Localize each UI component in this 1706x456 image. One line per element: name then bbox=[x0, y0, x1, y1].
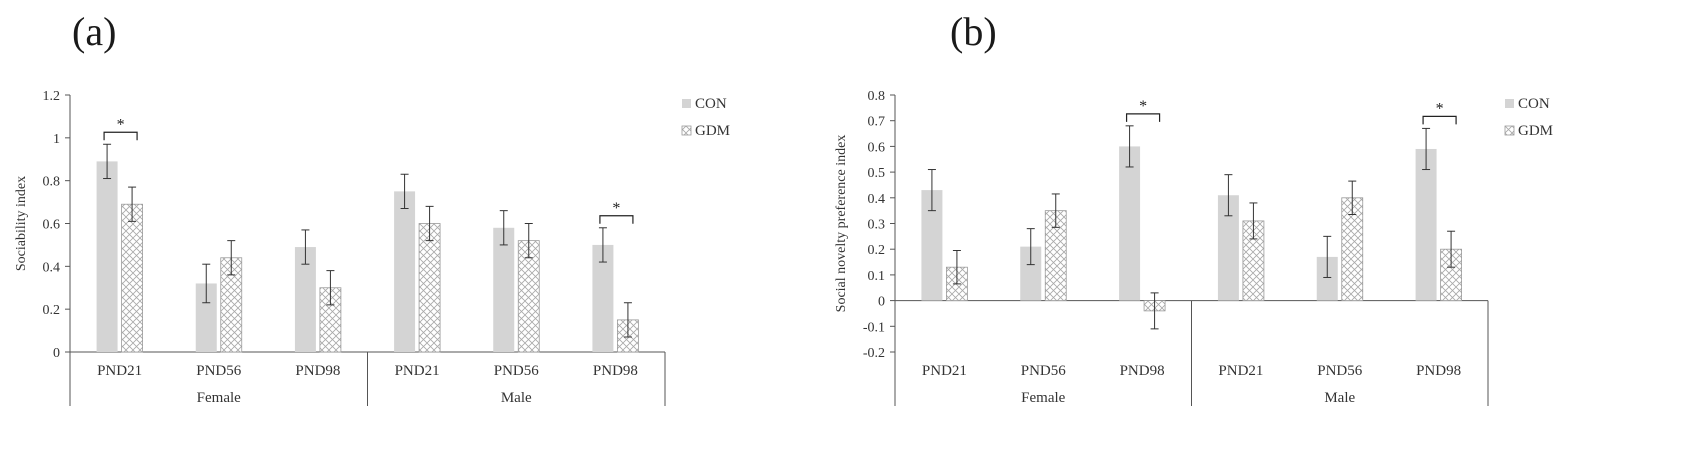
chart-0-group-label-1: Male bbox=[501, 390, 532, 406]
chart-0-category-label-5: PND98 bbox=[593, 363, 638, 379]
chart-1-category-label-4: PND56 bbox=[1317, 363, 1363, 379]
chart-1-category-label-1: PND56 bbox=[1021, 363, 1067, 379]
chart-1-y-axis-title: Social novelty preference index bbox=[834, 135, 849, 313]
chart-0-bar-con-4 bbox=[493, 227, 515, 352]
chart-1-y-tick-label-7: 0.5 bbox=[868, 166, 886, 181]
chart-1-significance-bracket-1 bbox=[1422, 115, 1457, 125]
chart-1-legend-label-gdm: GDM bbox=[1518, 123, 1553, 139]
chart-0-group-label-0: Female bbox=[197, 390, 241, 406]
chart-0-y-tick-label-3: 0.6 bbox=[43, 218, 61, 233]
chart-0-y-tick-label-0: 0 bbox=[53, 346, 60, 361]
chart-1-legend-swatch-gdm bbox=[1504, 125, 1515, 136]
chart-0-legend-label-con: CON bbox=[695, 96, 727, 112]
chart-1-category-label-5: PND98 bbox=[1416, 363, 1461, 379]
chart-0-legend-swatch-con bbox=[682, 99, 691, 108]
chart-1-y-tick-label-3: 0.1 bbox=[868, 269, 886, 284]
chart-1-bar-con-0 bbox=[921, 190, 943, 301]
chart-0-y-axis-title: Sociability index bbox=[14, 176, 29, 271]
chart-0-bar-con-2 bbox=[294, 247, 316, 352]
chart-1-y-tick-label-5: 0.3 bbox=[868, 218, 886, 233]
chart-1-legend-swatch-con bbox=[1505, 99, 1514, 108]
chart-1-significance-label-0: * bbox=[1139, 98, 1147, 115]
chart-0-y-tick-label-6: 1.2 bbox=[43, 89, 61, 104]
chart-0-y-tick-label-1: 0.2 bbox=[43, 303, 61, 318]
chart-0-category-label-1: PND56 bbox=[196, 363, 242, 379]
chart-0-category-label-0: PND21 bbox=[97, 363, 142, 379]
chart-1-y-tick-label-0: -0.2 bbox=[863, 346, 885, 361]
chart-1-y-tick-label-4: 0.2 bbox=[868, 243, 886, 258]
panel-b-label: (b) bbox=[950, 9, 997, 54]
chart-1-significance-label-1: * bbox=[1436, 100, 1444, 117]
chart-0-legend-swatch-gdm bbox=[681, 125, 692, 136]
chart-1-group-label-1: Male bbox=[1324, 390, 1355, 406]
chart-0-significance-label-1: * bbox=[612, 200, 620, 217]
chart-1-bar-con-3 bbox=[1217, 195, 1239, 301]
chart-1-bar-con-4 bbox=[1316, 256, 1338, 301]
chart-0-y-tick-label-5: 1 bbox=[53, 132, 60, 147]
chart-0-bar-con-0 bbox=[96, 161, 118, 352]
chart-1-significance-bracket-0 bbox=[1125, 113, 1161, 122]
chart-0-bar-con-5 bbox=[592, 244, 614, 352]
chart-0-y-tick-label-2: 0.4 bbox=[43, 260, 61, 275]
chart-1-y-tick-label-9: 0.7 bbox=[868, 115, 886, 130]
chart-0-significance-label-0: * bbox=[117, 116, 125, 133]
chart-1-y-tick-label-6: 0.4 bbox=[868, 192, 886, 207]
chart-1-category-label-2: PND98 bbox=[1120, 363, 1165, 379]
chart-0-legend-label-gdm: GDM bbox=[695, 123, 730, 139]
chart-0-bar-con-1 bbox=[195, 283, 217, 352]
chart-0-y-tick-label-4: 0.8 bbox=[43, 175, 61, 190]
chart-1-y-tick-label-2: 0 bbox=[878, 295, 885, 310]
chart-1-bar-con-2 bbox=[1119, 146, 1141, 301]
chart-1-y-tick-label-10: 0.8 bbox=[868, 89, 886, 104]
chart-0-category-label-4: PND56 bbox=[494, 363, 540, 379]
chart-0-category-label-2: PND98 bbox=[295, 363, 340, 379]
chart-0-bar-con-3 bbox=[394, 191, 416, 352]
chart-0-significance-bracket-1 bbox=[599, 215, 634, 224]
chart-0-bar-gdm-3 bbox=[418, 223, 441, 353]
chart-0-bar-gdm-0 bbox=[121, 203, 143, 353]
chart-1-category-label-3: PND21 bbox=[1218, 363, 1263, 379]
panel-a-label: (a) bbox=[72, 9, 117, 54]
chart-0-category-label-3: PND21 bbox=[395, 363, 440, 379]
chart-1-group-label-0: Female bbox=[1021, 390, 1065, 406]
chart-1-bar-con-1 bbox=[1020, 246, 1042, 301]
chart-1-bar-con-5 bbox=[1415, 148, 1437, 301]
chart-1-y-tick-label-1: -0.1 bbox=[863, 320, 885, 335]
chart-1-category-label-0: PND21 bbox=[922, 363, 967, 379]
chart-1-legend-label-con: CON bbox=[1518, 96, 1550, 112]
chart-1-y-tick-label-8: 0.6 bbox=[868, 140, 886, 155]
chart-0-significance-bracket-0 bbox=[103, 131, 138, 141]
